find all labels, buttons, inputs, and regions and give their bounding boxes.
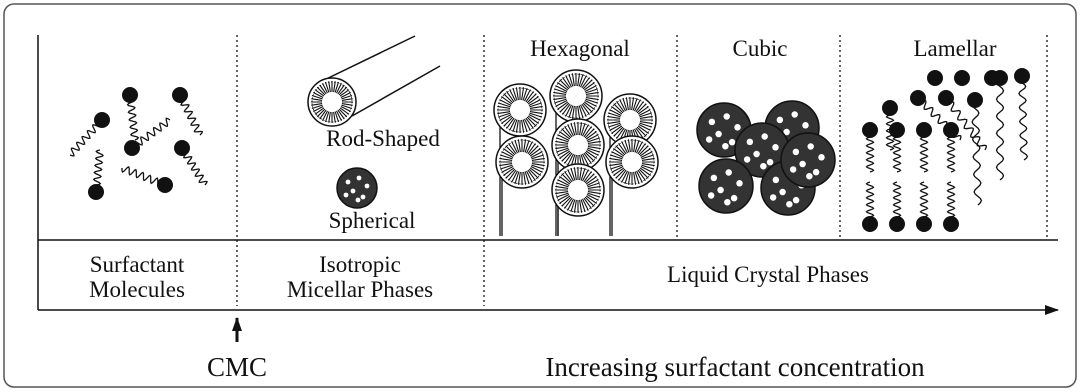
sphere-dot — [706, 136, 712, 142]
region-label: Micellar Phases — [287, 277, 433, 302]
rod-edge — [352, 66, 440, 116]
sphere-dot — [793, 197, 799, 203]
sphere-dot — [818, 154, 824, 160]
sphere-dot — [813, 169, 819, 175]
head — [124, 140, 140, 156]
sphere-dot — [767, 159, 773, 165]
phase-label: Hexagonal — [530, 36, 630, 61]
head — [882, 100, 898, 116]
head — [938, 90, 954, 106]
sphere-dot — [772, 144, 778, 150]
sphere-dot — [760, 163, 766, 169]
sphere-dot — [731, 195, 737, 201]
sphere-dot — [365, 184, 370, 189]
sphere-dot — [806, 173, 812, 179]
head — [910, 90, 926, 106]
sphere-dot — [351, 189, 356, 194]
sphere-dot — [791, 111, 797, 117]
sphere-dot — [779, 189, 785, 195]
figure: Hexagonal Cubic Lamellar Rod-Shaped Sphe… — [0, 0, 1081, 392]
sphere-dot — [709, 119, 715, 125]
sphere-dot — [777, 117, 783, 123]
head — [889, 216, 905, 232]
sphere-dot — [724, 199, 730, 205]
tail — [1019, 76, 1028, 160]
tail — [972, 100, 982, 205]
sphere-dot — [807, 143, 813, 149]
micelle-label: Spherical — [329, 208, 416, 233]
sphere-dot — [786, 201, 792, 207]
sphere-dot — [793, 149, 799, 155]
sphere-dot — [744, 156, 750, 162]
region-label: Molecules — [89, 277, 185, 302]
head — [122, 87, 138, 103]
rod-edge — [318, 36, 415, 83]
head — [943, 216, 959, 232]
sphere-dot — [761, 133, 767, 139]
sphere-dot — [725, 169, 731, 175]
sphere-dot — [711, 175, 717, 181]
head — [916, 216, 932, 232]
sphere-dot — [723, 113, 729, 119]
cmc-label: CMC — [207, 352, 267, 382]
region-label: Liquid Crystal Phases — [667, 262, 869, 287]
sphere-dot — [715, 131, 721, 137]
sphere-dot — [729, 139, 735, 145]
micelle-label: Rod-Shaped — [326, 126, 440, 151]
head — [172, 87, 188, 103]
sphere-dot — [717, 187, 723, 193]
tail — [997, 78, 1004, 180]
sphere-dot — [357, 176, 362, 181]
axis-label: Increasing surfactant concentration — [545, 352, 925, 382]
head — [174, 140, 190, 156]
phase-label: Cubic — [733, 36, 788, 61]
sphere-dot — [770, 194, 776, 200]
head — [862, 216, 878, 232]
head — [88, 184, 104, 200]
phase-label: Lamellar — [913, 36, 996, 61]
sphere-dot — [799, 161, 805, 167]
sphere-dot — [734, 124, 740, 130]
head — [916, 122, 932, 138]
sphere-dot — [802, 122, 808, 128]
sphere-dot — [722, 143, 728, 149]
head — [954, 70, 970, 86]
sphere-dot — [356, 198, 361, 203]
head — [927, 70, 943, 86]
sphere-dot — [790, 166, 796, 172]
head — [157, 177, 173, 193]
sphere-dot — [773, 177, 779, 183]
head — [862, 122, 878, 138]
sphere-dot — [361, 195, 366, 200]
head — [984, 70, 1000, 86]
region-label: Surfactant — [90, 252, 185, 277]
sphere-dot — [747, 139, 753, 145]
head — [94, 112, 110, 128]
sphere-dot — [346, 180, 351, 185]
region-label: Isotropic — [319, 252, 401, 277]
head — [967, 92, 983, 108]
sphere-dot — [708, 192, 714, 198]
head — [1014, 68, 1030, 84]
sphere-dot — [736, 180, 742, 186]
frame — [4, 4, 1076, 387]
sphere-dot — [344, 193, 349, 198]
sphere-dot — [753, 151, 759, 157]
